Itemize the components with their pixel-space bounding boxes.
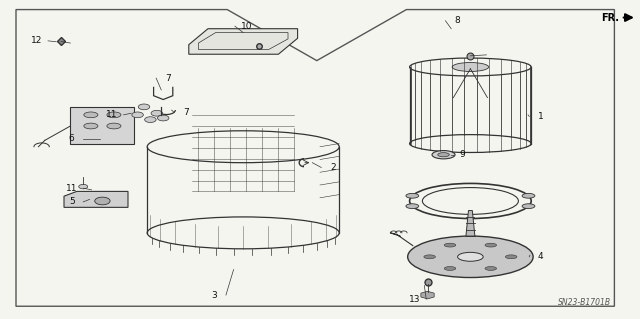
Text: 11: 11 xyxy=(106,110,118,119)
Circle shape xyxy=(79,184,88,189)
Ellipse shape xyxy=(438,153,449,157)
Text: 3: 3 xyxy=(212,291,217,300)
Ellipse shape xyxy=(408,236,533,278)
Polygon shape xyxy=(189,29,298,54)
Ellipse shape xyxy=(485,243,497,247)
Polygon shape xyxy=(466,211,475,236)
Ellipse shape xyxy=(522,193,535,198)
Ellipse shape xyxy=(107,123,121,129)
Circle shape xyxy=(138,104,150,110)
Text: 10: 10 xyxy=(241,22,252,31)
Ellipse shape xyxy=(485,267,497,271)
Circle shape xyxy=(145,117,156,122)
Circle shape xyxy=(95,197,110,205)
Ellipse shape xyxy=(406,193,419,198)
Circle shape xyxy=(151,110,163,116)
Text: FR.: FR. xyxy=(602,12,620,23)
Ellipse shape xyxy=(458,252,483,261)
Ellipse shape xyxy=(432,151,455,159)
FancyBboxPatch shape xyxy=(70,107,134,144)
Ellipse shape xyxy=(522,204,535,209)
Ellipse shape xyxy=(444,267,456,271)
Ellipse shape xyxy=(84,123,98,129)
Text: 5: 5 xyxy=(69,197,74,206)
Ellipse shape xyxy=(84,112,98,118)
Text: 6: 6 xyxy=(69,134,74,143)
Text: 4: 4 xyxy=(538,252,543,261)
Text: 7: 7 xyxy=(165,74,170,83)
Ellipse shape xyxy=(406,204,419,209)
FancyArrowPatch shape xyxy=(623,14,632,21)
Text: 9: 9 xyxy=(460,150,465,159)
Text: 8: 8 xyxy=(454,16,460,25)
Circle shape xyxy=(132,112,143,118)
Ellipse shape xyxy=(424,255,435,259)
Circle shape xyxy=(157,115,169,121)
Ellipse shape xyxy=(452,63,489,71)
Text: 12: 12 xyxy=(31,36,42,45)
Text: SN23-B1701B: SN23-B1701B xyxy=(558,298,611,307)
Polygon shape xyxy=(64,191,128,207)
Text: 1: 1 xyxy=(538,112,543,121)
Text: 7: 7 xyxy=(183,108,188,117)
Ellipse shape xyxy=(444,243,456,247)
Ellipse shape xyxy=(506,255,517,259)
Ellipse shape xyxy=(107,112,121,118)
Text: 2: 2 xyxy=(330,163,335,172)
Text: 11: 11 xyxy=(66,184,77,193)
Text: 13: 13 xyxy=(409,295,420,304)
